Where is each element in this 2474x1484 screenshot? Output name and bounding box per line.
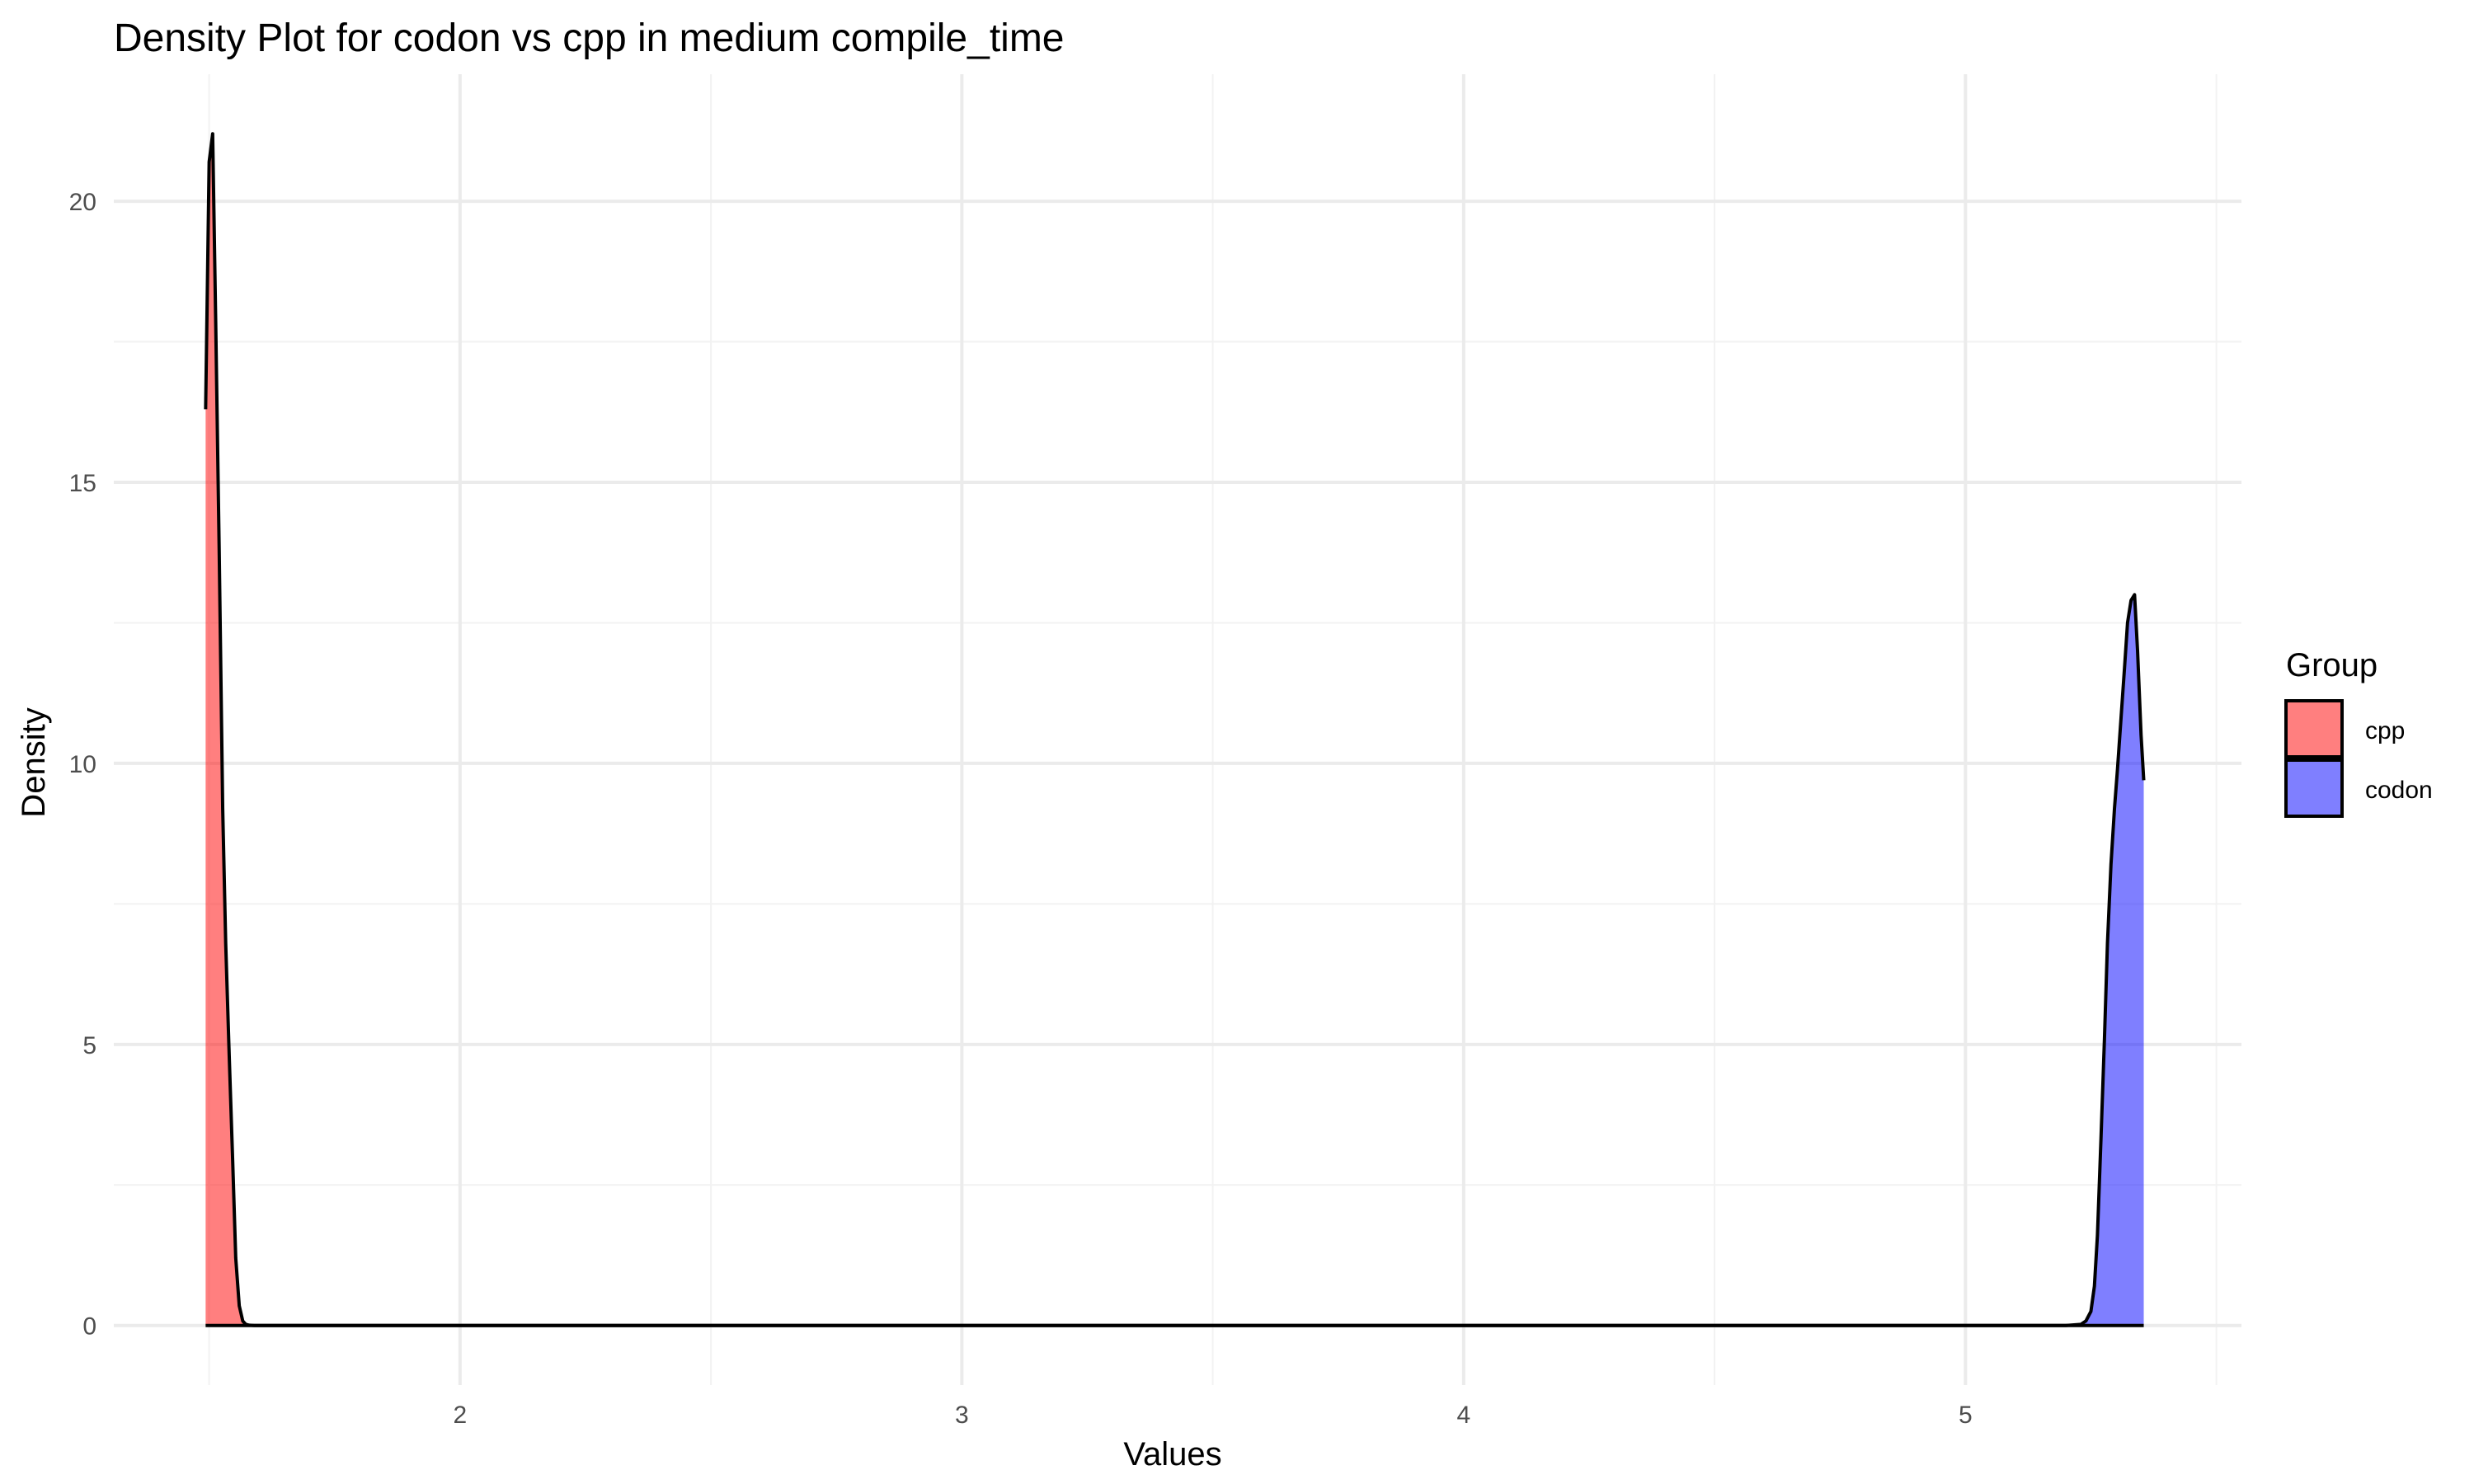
legend-label-cpp: cpp [2365,717,2405,744]
legend-title: Group [2286,647,2378,683]
x-tick-label: 3 [955,1402,969,1429]
x-axis-title: Values [1123,1436,1221,1472]
x-tick-label: 5 [1959,1402,1973,1429]
x-axis-ticks: 2 3 4 5 [454,1402,1973,1429]
y-tick-label: 10 [69,751,96,778]
y-axis-title: Density [16,707,52,817]
legend-label-codon: codon [2365,777,2433,804]
legend-key-codon [2284,758,2344,818]
y-tick-label: 15 [69,470,96,497]
legend-items: cpp codon [2284,699,2433,818]
density-line-codon [205,593,2146,1327]
legend-key-cpp [2284,699,2344,758]
y-tick-label: 20 [69,189,96,216]
grid-minor-lines [114,74,2241,1385]
x-tick-label: 4 [1456,1402,1470,1429]
x-tick-label: 2 [454,1402,468,1429]
y-tick-label: 5 [82,1032,96,1059]
y-tick-label: 0 [82,1313,96,1341]
legend: Group cpp codon [2284,647,2433,818]
y-axis-ticks: 0 5 10 15 20 [69,189,96,1341]
chart-title: Density Plot for codon vs cpp in medium … [114,16,1065,60]
density-series [204,132,2146,1327]
